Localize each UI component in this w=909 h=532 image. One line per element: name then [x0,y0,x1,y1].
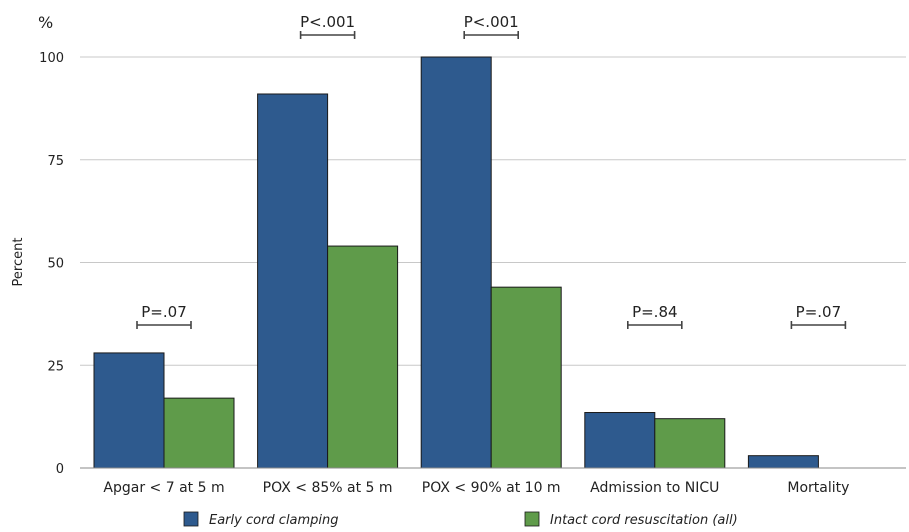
significance-bracket-5 [790,321,847,329]
significance-bracket-3 [463,31,520,39]
x-tick-admission-to-nicu: Admission to NICU [590,480,719,496]
p-value-3: P<.001 [464,13,519,31]
y-tick-25: 25 [47,359,64,374]
y-tick-labels: 0 25 50 75 100 [39,51,64,477]
legend-label-intact-cord: Intact cord resuscitation (all) [550,513,738,528]
legend-swatch-intact-cord [524,511,540,527]
x-tick-apgar-7-at-5-m: Apgar < 7 at 5 m [103,480,224,496]
y-tick-0: 0 [56,462,64,477]
p-value-5: P=.07 [796,303,841,321]
p-value-1: P=.07 [141,303,186,321]
bar-intact-cord-resuscitation-all-admission-to-nicu [654,418,726,469]
bars [93,56,819,469]
legend-label-early-clamping: Early cord clamping [209,513,339,528]
y-tick-50: 50 [47,257,64,272]
significance-bracket-2 [299,31,356,39]
significance-bracket-4 [626,321,683,329]
category-labels: Apgar < 7 at 5 m POX < 85% at 5 m POX < 90… [103,480,849,496]
x-tick-mortality: Mortality [787,480,849,496]
bar-intact-cord-resuscitation-all-pox-90-at-10-m [490,286,562,469]
x-tick-pox-85-at-5-m: POX < 85% at 5 m [263,480,393,496]
significance-bracket-1 [136,321,192,329]
p-value-4: P=.84 [632,303,677,321]
legend: Early cord clamping Intact cord resuscit… [183,511,738,528]
bar-intact-cord-resuscitation-all-apgar-7-at-5-m [163,397,235,469]
y-axis-title: Percent [11,238,26,287]
y-tick-75: 75 [47,154,64,169]
bar-early-cord-clamping-admission-to-nicu [584,412,656,469]
y-tick-100: 100 [39,51,64,66]
bar-early-cord-clamping-pox-85-at-5-m [257,93,329,469]
x-tick-pox-90-at-10-m: POX < 90% at 10 m [422,480,561,496]
p-value-2: P<.001 [300,13,355,31]
legend-swatch-early-clamping [183,511,199,527]
y-unit-label: % [38,13,53,32]
p-value-annotations: P=.07 P<.001 P<.001 P=.84 P=.07 [136,13,847,329]
bar-early-cord-clamping-mortality [747,455,819,469]
bar-early-cord-clamping-pox-90-at-10-m [420,56,492,469]
bar-intact-cord-resuscitation-all-pox-85-at-5-m [327,245,399,469]
bar-early-cord-clamping-apgar-7-at-5-m [93,352,165,469]
